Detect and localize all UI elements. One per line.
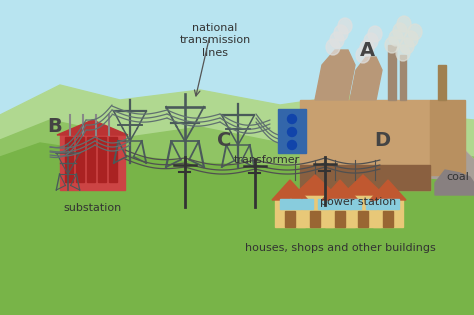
Text: D: D	[374, 130, 390, 150]
Bar	[366, 199, 377, 209]
Polygon shape	[57, 120, 128, 135]
Polygon shape	[272, 180, 308, 200]
Text: houses, shops and other buildings: houses, shops and other buildings	[245, 243, 436, 253]
Bar	[400, 55, 406, 100]
Polygon shape	[0, 120, 474, 315]
Polygon shape	[350, 57, 382, 100]
Text: transformer: transformer	[234, 155, 300, 165]
Polygon shape	[340, 115, 474, 215]
Text: coal: coal	[447, 172, 469, 182]
Ellipse shape	[356, 47, 370, 63]
Ellipse shape	[404, 31, 418, 47]
Bar	[310, 211, 320, 227]
Ellipse shape	[368, 26, 382, 42]
Bar	[318, 199, 329, 209]
Text: substation: substation	[64, 203, 122, 213]
Bar	[302, 199, 313, 209]
Ellipse shape	[338, 18, 352, 34]
Polygon shape	[380, 127, 474, 215]
Ellipse shape	[389, 30, 403, 46]
Text: A: A	[359, 41, 374, 60]
Ellipse shape	[393, 23, 407, 39]
Bar	[378, 199, 389, 209]
Ellipse shape	[326, 39, 340, 55]
Bar	[60, 135, 125, 190]
Polygon shape	[315, 50, 355, 100]
Bar	[335, 211, 345, 227]
Bar	[388, 199, 399, 209]
Bar	[87, 137, 95, 182]
Ellipse shape	[400, 38, 414, 54]
Polygon shape	[342, 175, 384, 195]
Bar	[345, 195, 381, 227]
Bar	[76, 137, 84, 182]
Text: C: C	[217, 130, 231, 150]
Ellipse shape	[360, 40, 374, 56]
Ellipse shape	[330, 32, 344, 48]
Bar	[65, 137, 73, 182]
Bar	[285, 211, 295, 227]
Bar	[300, 100, 430, 190]
Polygon shape	[322, 180, 358, 200]
Bar	[340, 199, 351, 209]
Ellipse shape	[408, 24, 422, 40]
Ellipse shape	[396, 45, 410, 61]
Ellipse shape	[334, 25, 348, 41]
Bar	[109, 137, 117, 182]
Bar	[330, 199, 341, 209]
Polygon shape	[0, 85, 474, 315]
Circle shape	[288, 114, 297, 123]
Bar	[278, 109, 306, 153]
Bar	[280, 199, 291, 209]
Bar	[350, 199, 361, 209]
Bar	[98, 137, 106, 182]
Bar	[300, 165, 430, 190]
Text: national
transmission
lines: national transmission lines	[179, 23, 251, 58]
Bar	[373, 200, 403, 227]
Circle shape	[288, 140, 297, 150]
Polygon shape	[294, 175, 336, 195]
Bar	[438, 65, 446, 100]
Bar	[383, 211, 393, 227]
Bar	[325, 200, 355, 227]
Text: B: B	[47, 117, 63, 136]
Polygon shape	[0, 143, 474, 315]
Ellipse shape	[397, 16, 411, 32]
Bar	[430, 100, 465, 175]
Circle shape	[288, 128, 297, 136]
Polygon shape	[435, 170, 474, 195]
Bar	[358, 211, 368, 227]
Bar	[290, 199, 301, 209]
Text: power station: power station	[320, 197, 396, 207]
Bar	[275, 200, 305, 227]
Ellipse shape	[364, 33, 378, 49]
Bar	[297, 195, 333, 227]
Polygon shape	[370, 180, 406, 200]
Ellipse shape	[385, 37, 399, 53]
Bar	[388, 45, 396, 100]
